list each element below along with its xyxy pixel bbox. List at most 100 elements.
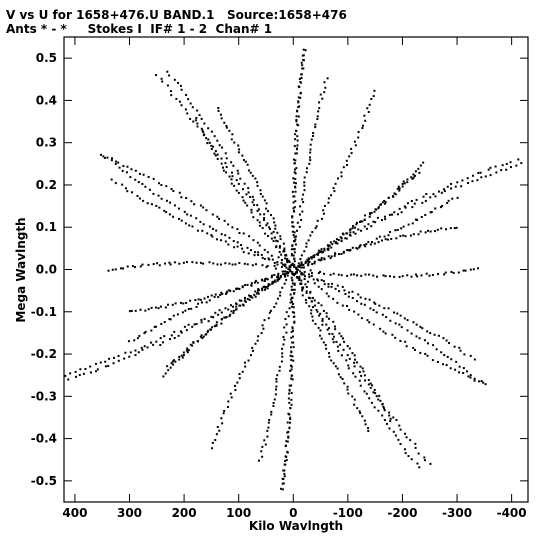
uv-point [218, 309, 221, 312]
uv-point [303, 181, 306, 184]
uv-point [178, 100, 181, 103]
uv-point [257, 289, 260, 292]
uv-point [165, 185, 168, 188]
uv-point [230, 182, 233, 185]
uv-point [247, 252, 250, 255]
uv-point [302, 201, 305, 204]
uv-point [471, 180, 474, 183]
uv-point [361, 220, 364, 223]
uv-point [200, 334, 203, 337]
uv-point [268, 258, 271, 261]
uv-point [387, 196, 390, 199]
uv-point [288, 307, 291, 310]
uv-point [270, 410, 273, 413]
x-tick-label: -400 [497, 506, 527, 520]
uv-point [172, 215, 175, 218]
uv-point [327, 352, 330, 355]
uv-point [228, 236, 231, 239]
uv-point [160, 77, 163, 80]
uv-point [329, 241, 332, 244]
uv-point [82, 372, 85, 375]
uv-point [184, 309, 187, 312]
uv-point [108, 357, 111, 360]
uv-point [354, 144, 357, 147]
uv-point [385, 422, 388, 425]
uv-point [143, 332, 146, 335]
uv-point [254, 290, 257, 293]
uv-point [213, 295, 216, 298]
uv-point [410, 176, 413, 179]
uv-point [279, 487, 282, 490]
uv-point [260, 332, 263, 335]
uv-point [456, 196, 459, 199]
uv-point [188, 224, 191, 227]
uv-point [294, 159, 297, 162]
uv-point [238, 287, 241, 290]
uv-point [292, 254, 295, 257]
uv-point [117, 161, 120, 164]
uv-point [231, 175, 234, 178]
uv-point [156, 262, 159, 265]
uv-point [293, 181, 296, 184]
uv-point [359, 244, 362, 247]
uv-point [275, 302, 278, 305]
uv-point [332, 187, 335, 190]
uv-point [139, 308, 142, 311]
uv-point [301, 210, 304, 213]
uv-point [480, 176, 483, 179]
uv-point [179, 301, 182, 304]
uv-point [295, 115, 298, 118]
uv-point [283, 282, 286, 285]
uv-point [134, 178, 137, 181]
uv-point [478, 380, 481, 383]
uv-point [150, 341, 153, 344]
uv-point [355, 221, 358, 224]
uv-point [350, 152, 353, 155]
uv-point [415, 198, 418, 201]
uv-point [370, 211, 373, 214]
uv-point [322, 212, 325, 215]
uv-point [367, 111, 370, 114]
uv-point [346, 249, 349, 252]
uv-point [471, 174, 474, 177]
uv-point [240, 244, 243, 247]
uv-point [404, 340, 407, 343]
uv-point [364, 245, 367, 248]
uv-point [119, 267, 122, 270]
uv-point [220, 239, 223, 242]
uv-point [313, 254, 316, 257]
uv-point [235, 189, 238, 192]
uv-point [442, 337, 445, 340]
uv-point [257, 253, 260, 256]
uv-point [360, 302, 363, 305]
uv-point [78, 374, 81, 377]
uv-point [102, 155, 105, 158]
uv-point [115, 160, 118, 163]
uv-point [414, 273, 417, 276]
uv-point [170, 334, 173, 337]
uv-point [118, 166, 121, 169]
uv-point [281, 352, 284, 355]
uv-point [296, 144, 299, 147]
uv-point [237, 191, 240, 194]
uv-point [382, 405, 385, 408]
uv-point [229, 313, 232, 316]
uv-point [302, 193, 305, 196]
uv-point [394, 322, 397, 325]
uv-point [415, 335, 418, 338]
uv-point [458, 346, 461, 349]
uv-point [429, 462, 432, 465]
uv-point [345, 359, 348, 362]
uv-point [242, 199, 245, 202]
uv-point [265, 266, 268, 269]
uv-point [417, 167, 420, 170]
uv-point [366, 319, 369, 322]
uv-point [180, 219, 183, 222]
uv-point [207, 295, 210, 298]
uv-point [166, 84, 169, 87]
uv-point [270, 276, 273, 279]
uv-point [225, 157, 228, 160]
uv-point [226, 290, 229, 293]
uv-point [224, 307, 227, 310]
uv-point [364, 297, 367, 300]
